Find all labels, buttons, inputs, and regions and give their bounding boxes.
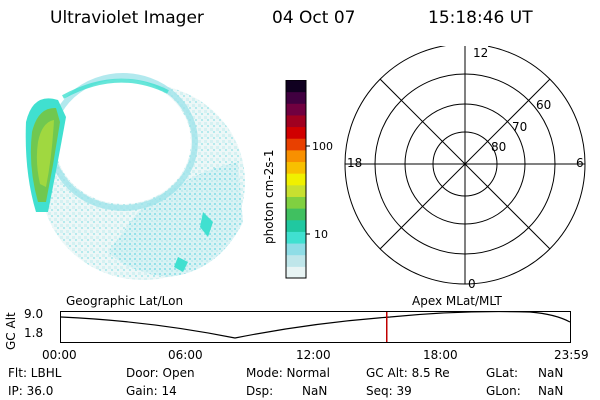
colorbar-label: photon cm-2s-1 [262,149,276,245]
colorbar-tick-10: 10 [314,228,328,241]
colorbar-segment [286,231,306,244]
status-dsp-label: Dsp: [246,384,274,398]
header-time: 15:18:46 UT [428,8,533,28]
colorbar-segment [286,208,306,221]
mlt-label-6: 6 [576,156,584,170]
status-glat-label: GLat: [486,366,519,380]
lat-label-80: 80 [491,140,507,154]
colorbar-segment [286,149,306,163]
status-dsp-value: NaN [302,384,328,398]
colorbar-segment [286,126,306,139]
page-title: Ultraviolet Imager [50,8,204,28]
colorbar-segment [286,184,306,197]
colorbar-tick-100: 100 [312,140,333,153]
mlt-label-12: 12 [473,46,489,60]
timeline-left-label: Geographic Lat/Lon [66,294,184,308]
colorbar-segment [286,266,306,279]
status-glon-label: GLon: [486,384,521,398]
mlt-label-18: 18 [347,156,363,170]
timeline-x-tick-3: 18:00 [423,348,458,362]
colorbar [285,80,310,279]
header-date: 04 Oct 07 [272,8,356,28]
timeline-x-tick-1: 06:00 [168,348,203,362]
status-gain: Gain: 14 [126,384,177,398]
colorbar-segment [286,103,306,116]
lat-label-70: 70 [512,120,528,134]
status-seq: Seq: 39 [366,384,412,398]
lat-label-60: 60 [536,98,552,112]
status-filter: Flt: LBHL [8,366,62,380]
status-glat-value: NaN [538,366,564,380]
colorbar-segment [286,254,306,267]
status-glon-value: NaN [538,384,564,398]
colorbar-segment [286,161,306,174]
timeline-plot [60,310,571,343]
aurora-image [25,73,245,280]
timeline-right-label: Apex MLat/MLT [412,294,502,308]
timeline-y-tick-bottom: 1.8 [24,326,44,340]
colorbar-segment [286,196,306,209]
status-gc-alt: GC Alt: 8.5 Re [366,366,450,380]
timeline-x-tick-0: 00:00 [42,348,77,362]
colorbar-segment [286,114,306,128]
timeline-x-tick-2: 12:00 [296,348,331,362]
status-mode: Mode: Normal [246,366,330,380]
colorbar-segment [286,243,306,256]
status-ip: IP: 36.0 [8,384,54,398]
timeline-y-tick-top: 9.0 [24,307,44,321]
colorbar-segment [286,91,306,104]
status-door: Door: Open [126,366,195,380]
timeline-x-tick-4: 23:59 [554,348,589,362]
polar-grid [344,46,586,285]
colorbar-segment [286,80,306,93]
timeline-y-axis-label: GC Alt [4,312,18,350]
colorbar-segment [286,138,306,151]
colorbar-segment [286,219,306,232]
mlt-label-0: 0 [468,277,476,291]
colorbar-segment [286,173,306,186]
